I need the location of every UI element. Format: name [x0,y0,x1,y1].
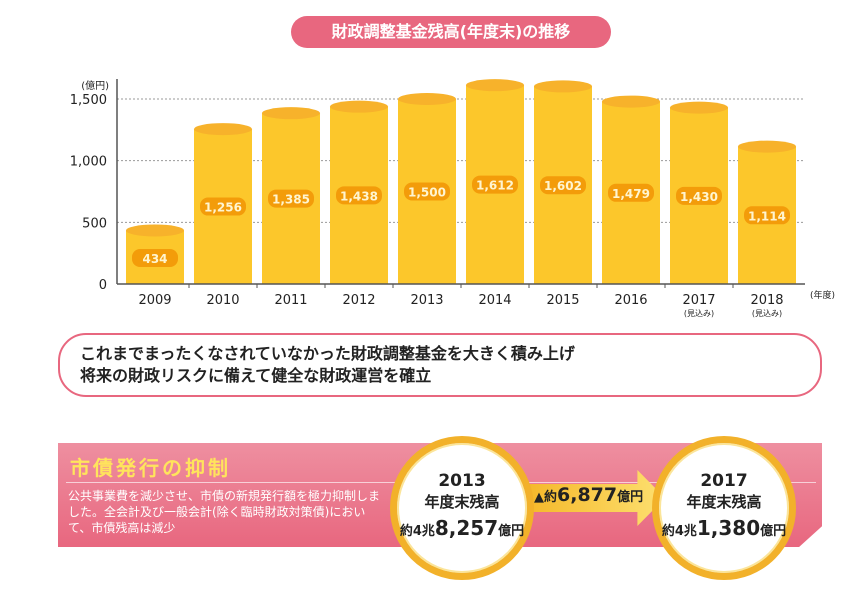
message-box: これまでまったくなされていなかった財政調整基金を大きく積み上げ 将来の財政リスク… [58,333,822,397]
bar-chart: 05001,0001,500(億円)43420091,25620101,3852… [70,79,835,318]
bar-top [670,101,728,114]
value-label: 1,256 [204,201,242,215]
value-label: 1,430 [680,190,718,204]
x-tick-label: 2018 [750,293,783,308]
bond-title: 市債発行の抑制 [70,456,231,480]
value-label: 1,500 [408,186,446,200]
balance-circle-2017: 2017 年度末残高 約4兆1,380億円 [652,436,796,580]
bar-top [534,80,592,93]
x-axis-unit: (年度) [810,289,835,301]
value-label: 1,385 [272,193,310,207]
x-tick-note: (見込み) [684,309,714,318]
value-label-bg [132,249,178,267]
change-prefix: ▲約 [534,490,557,505]
change-amount: ▲約6,877億円 [534,484,643,506]
amount-value: 1,380 [696,516,761,540]
amount-prefix: 約4兆 [399,524,435,539]
value-label-bg [608,183,654,202]
change-value: 6,877 [557,484,618,506]
value-label-bg [540,176,586,195]
value-label-bg [336,186,382,205]
y-tick-label: 1,000 [70,155,107,170]
bar-top [262,107,320,120]
message-line-2: 将来の財政リスクに備えて健全な財政運営を確立 [80,366,432,385]
chart-title: 財政調整基金残高(年度末)の推移 [291,16,611,48]
x-tick-label: 2013 [410,293,443,308]
message-line-1: これまでまったくなされていなかった財政調整基金を大きく積み上げ [80,344,575,363]
bar-top [466,79,524,92]
amount-unit: 億円 [498,524,525,539]
amount-prefix: 約4兆 [661,524,697,539]
circle-year: 2013 [438,471,486,491]
x-tick-note: (見込み) [752,309,782,318]
y-tick-label: 0 [99,278,107,293]
y-tick-label: 1,500 [70,93,107,108]
y-axis-unit: (億円) [81,79,109,92]
circle-label: 年度末残高 [424,493,500,511]
circle-label: 年度末残高 [686,493,762,511]
value-label: 1,438 [340,189,378,203]
bar-top [194,123,252,136]
bar-top [330,100,388,113]
balance-circle-2013: 2013 年度末残高 約4兆8,257億円 [390,436,534,580]
x-tick-label: 2015 [546,293,579,308]
circle-year: 2017 [700,471,748,491]
y-tick-label: 500 [82,216,107,231]
x-tick-label: 2014 [478,293,511,308]
value-label-bg [472,175,518,194]
bar-top [738,140,796,153]
value-label: 434 [142,252,167,266]
bond-description: 公共事業費を減少させ、市債の新規発行額を極力抑制しました。全会計及び一般会計(除… [68,489,381,535]
value-label-bg [676,186,722,205]
value-label-bg [744,206,790,225]
value-label: 1,114 [748,209,786,223]
value-label: 1,479 [612,187,650,201]
circle-amount: 約4兆1,380億円 [659,516,789,540]
x-tick-label: 2017 [682,293,715,308]
x-tick-label: 2011 [274,293,307,308]
x-tick-label: 2010 [206,293,239,308]
value-label-bg [200,197,246,216]
circle-amount: 約4兆8,257億円 [397,516,527,540]
x-tick-label: 2012 [342,293,375,308]
bar-top [126,224,184,237]
bar-top [602,95,660,108]
value-label-bg [404,182,450,201]
x-tick-label: 2016 [614,293,647,308]
change-unit: 億円 [617,490,644,505]
bar-top [398,93,456,105]
amount-value: 8,257 [434,516,499,540]
value-label: 1,602 [544,179,582,193]
value-label: 1,612 [476,179,514,193]
amount-unit: 億円 [760,524,787,539]
value-label-bg [268,189,314,208]
x-tick-label: 2009 [138,293,171,308]
